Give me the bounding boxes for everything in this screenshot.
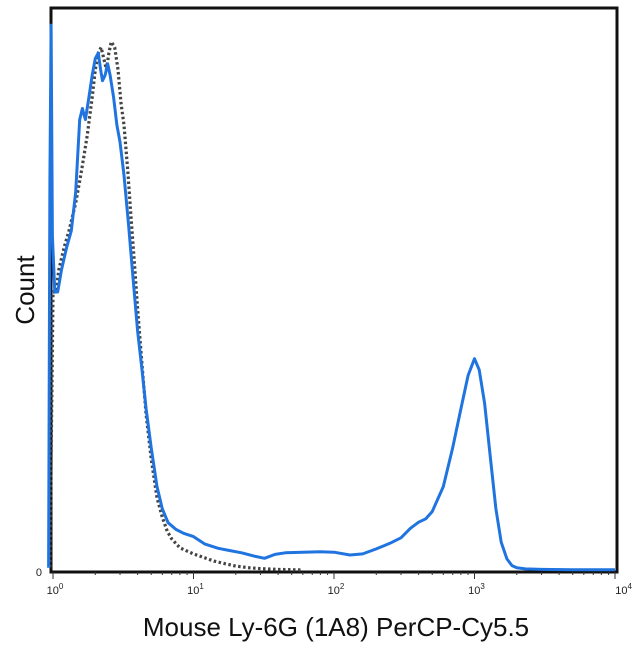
x-tick-label: 104: [615, 582, 632, 597]
plot-frame: [49, 6, 619, 574]
stained-histogram-blue: [47, 23, 615, 572]
control-histogram-dotted: [48, 40, 303, 572]
x-tick-label: 102: [328, 582, 345, 597]
x-axis-label: Mouse Ly-6G (1A8) PerCP-Cy5.5: [143, 612, 529, 642]
x-tick-label: 103: [468, 582, 485, 597]
x-tick-label: 101: [187, 582, 204, 597]
y-axis-label: Count: [10, 255, 40, 325]
series-layer: [47, 23, 615, 572]
x-tick-label: 100: [47, 582, 64, 597]
x-axis-ticks: 100 101 102 103 104: [47, 572, 633, 597]
y-zero-label: 0: [36, 567, 42, 579]
